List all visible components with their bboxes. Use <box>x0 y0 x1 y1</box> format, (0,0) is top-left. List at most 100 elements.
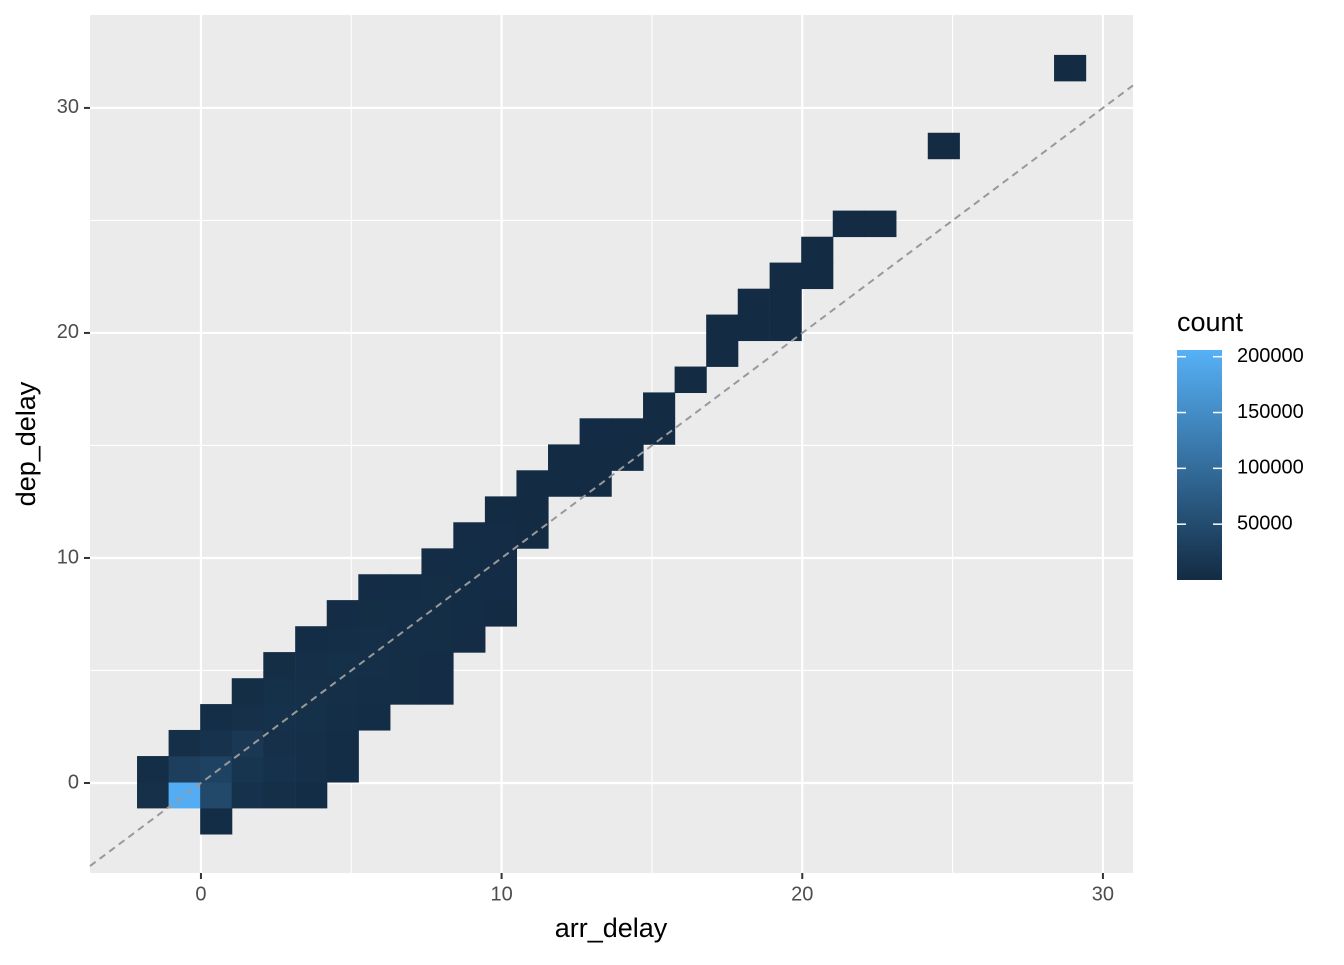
bin-tile <box>326 652 359 679</box>
bin-tile <box>484 496 518 523</box>
bin-tile <box>200 808 233 835</box>
bin-tile <box>864 210 897 238</box>
bin-tile <box>706 340 739 367</box>
bin-tile <box>484 600 518 627</box>
bin-tile <box>263 704 296 731</box>
bin-tile <box>263 652 296 679</box>
bin-tile <box>358 600 391 627</box>
bin-tile <box>358 574 391 601</box>
x-tick-label: 30 <box>1092 883 1114 905</box>
bin-tile <box>832 210 865 238</box>
bin-tile <box>326 678 359 705</box>
bin-tile <box>263 756 296 783</box>
bin-tile <box>769 262 802 290</box>
bin-tile <box>674 366 707 394</box>
bin-tile <box>421 626 454 653</box>
bin-tile <box>453 548 486 575</box>
y-tick-label: 20 <box>57 321 79 343</box>
colorbar-label: 150000 <box>1237 401 1304 423</box>
y-tick-label: 10 <box>57 546 79 568</box>
bin-tile <box>421 548 454 575</box>
bin-tile <box>643 392 676 419</box>
bin-tile <box>137 781 170 809</box>
reference-line <box>89 84 1134 867</box>
x-axis-label: arr_delay <box>555 913 668 943</box>
bin-tile <box>200 704 233 731</box>
x-tick-label: 20 <box>791 883 813 905</box>
bin-tile <box>579 444 612 471</box>
bin-tile <box>358 704 391 731</box>
bin-tile <box>168 756 201 783</box>
bin-tile <box>231 729 264 757</box>
colorbar-label: 100000 <box>1237 457 1304 479</box>
y-tick-label: 30 <box>57 96 79 118</box>
bin-tile <box>769 288 802 316</box>
bin-tile <box>516 470 549 497</box>
bin-tile <box>231 756 264 783</box>
bin-tile <box>516 496 549 523</box>
bin-tile <box>389 600 423 627</box>
bin-tile <box>801 236 834 264</box>
y-axis-label: dep_delay <box>11 381 41 506</box>
x-tick-label: 0 <box>195 883 206 905</box>
bin-tile <box>801 262 834 290</box>
colorbar-label: 50000 <box>1237 512 1293 534</box>
bin-tile <box>326 600 359 627</box>
bin-tile <box>231 781 264 809</box>
bin-tile <box>453 626 486 653</box>
bin-tile <box>295 652 328 679</box>
bin-tile <box>1054 54 1087 82</box>
bin-tile <box>548 444 581 471</box>
bin-tile <box>453 600 486 627</box>
bin-tile <box>263 678 296 705</box>
bin-tile <box>137 756 170 783</box>
bin-tile <box>358 626 391 653</box>
bin-tile <box>579 470 612 497</box>
bin-tile <box>421 574 454 601</box>
bin-tile <box>453 522 486 549</box>
bin-tile <box>389 574 423 601</box>
bin-tile <box>389 652 423 679</box>
bin-tile <box>421 678 454 705</box>
bin-tile <box>326 626 359 653</box>
bin-tile <box>611 444 644 471</box>
bin-tile <box>484 548 518 575</box>
bin-tile <box>389 626 423 653</box>
bin-tile <box>358 678 391 705</box>
bin-tile <box>200 756 233 783</box>
bin-tile <box>263 781 296 809</box>
bin-tile <box>421 652 454 679</box>
bin-tile <box>611 418 644 445</box>
bin-tile <box>295 704 328 731</box>
bin-tile <box>231 678 264 705</box>
bin-tile <box>453 574 486 601</box>
bin-tile <box>295 756 328 783</box>
bin-tile <box>200 781 233 809</box>
colorbar <box>1177 350 1222 580</box>
legend-title: count <box>1177 307 1244 337</box>
bin-tile <box>389 678 423 705</box>
colorbar-label: 200000 <box>1237 345 1304 367</box>
y-tick-label: 0 <box>68 771 79 793</box>
bin-tile <box>737 288 770 316</box>
bin-tile <box>484 574 518 601</box>
x-tick-label: 10 <box>490 883 512 905</box>
bin-tile <box>927 132 960 160</box>
bin-tile <box>326 704 359 731</box>
bin-tile <box>358 652 391 679</box>
bin-tile <box>706 314 739 342</box>
bin-tile <box>548 470 581 497</box>
bin-tile <box>231 704 264 731</box>
bin-tile <box>579 418 612 445</box>
bin-tile <box>737 314 770 342</box>
bin-tile <box>484 522 518 549</box>
bin-tile <box>168 729 201 757</box>
bin-tile <box>263 729 296 757</box>
bin-tile <box>295 729 328 757</box>
bin-tile <box>295 781 328 809</box>
bin-tile <box>200 729 233 757</box>
bin-tile <box>326 729 359 757</box>
bin-tile <box>326 756 359 783</box>
bin-tile <box>295 626 328 653</box>
